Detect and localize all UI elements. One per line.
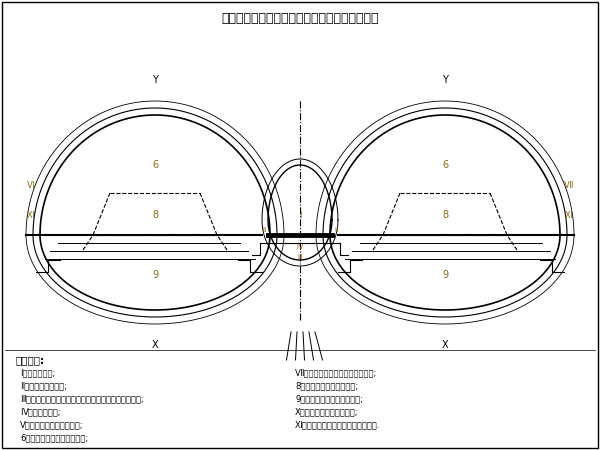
Text: Ⅶ: Ⅶ	[564, 180, 574, 189]
Text: Ⅺ、全断面浇注左（右）洞二次衬砌.: Ⅺ、全断面浇注左（右）洞二次衬砌.	[295, 420, 380, 429]
Text: Ⅱ: Ⅱ	[334, 227, 338, 233]
Text: Ⅴ、左（右）主洞超前支护;: Ⅴ、左（右）主洞超前支护;	[20, 420, 83, 429]
Text: Ⅶ、左（右）主洞上合阶初期支护;: Ⅶ、左（右）主洞上合阶初期支护;	[295, 368, 377, 377]
Text: 9、左（右）主洞下合阶开挖;: 9、左（右）主洞下合阶开挖;	[295, 394, 363, 403]
Text: 6: 6	[442, 160, 448, 170]
Text: 9: 9	[152, 270, 158, 280]
Text: Ⅹ、左（右）主洞仰拱衬砌;: Ⅹ、左（右）主洞仰拱衬砌;	[295, 407, 359, 416]
Text: Ⅰ: Ⅰ	[299, 211, 301, 220]
Text: Y: Y	[442, 75, 448, 85]
Text: 6、左（右）主洞上合阶开挖;: 6、左（右）主洞上合阶开挖;	[20, 433, 88, 442]
Text: 8: 8	[152, 210, 158, 220]
Text: Y: Y	[152, 75, 158, 85]
Text: Ⅱ: Ⅱ	[262, 227, 266, 233]
Text: Ⅳ、中墙侧支护;: Ⅳ、中墙侧支护;	[20, 407, 61, 416]
Text: 连拱隧道中导洞法合阶分步开挖施工作业程序图: 连拱隧道中导洞法合阶分步开挖施工作业程序图	[221, 12, 379, 25]
Text: X: X	[442, 340, 448, 350]
Text: 8、主洞上合阶核心土开挖;: 8、主洞上合阶核心土开挖;	[295, 381, 358, 390]
Text: Ⅺ: Ⅺ	[565, 211, 573, 220]
Text: Ⅺ: Ⅺ	[27, 211, 35, 220]
Text: Ⅲ: Ⅲ	[298, 254, 302, 260]
Text: Ⅵ: Ⅵ	[27, 180, 35, 189]
Text: 9: 9	[442, 270, 448, 280]
Text: Ⅱ、中导洞初期支护;: Ⅱ、中导洞初期支护;	[20, 381, 67, 390]
Text: 6: 6	[152, 160, 158, 170]
Text: X: X	[152, 340, 158, 350]
Text: Ⅰ、中导洞开挖;: Ⅰ、中导洞开挖;	[20, 368, 55, 377]
Text: Ⅲ、基底注浆锚杆施作，浇注中墙及中墙顶部回填处理;: Ⅲ、基底注浆锚杆施作，浇注中墙及中墙顶部回填处理;	[20, 394, 143, 403]
Text: Ⅳ: Ⅳ	[297, 244, 303, 250]
Text: 图中序号:: 图中序号:	[15, 355, 44, 365]
Text: 8: 8	[442, 210, 448, 220]
